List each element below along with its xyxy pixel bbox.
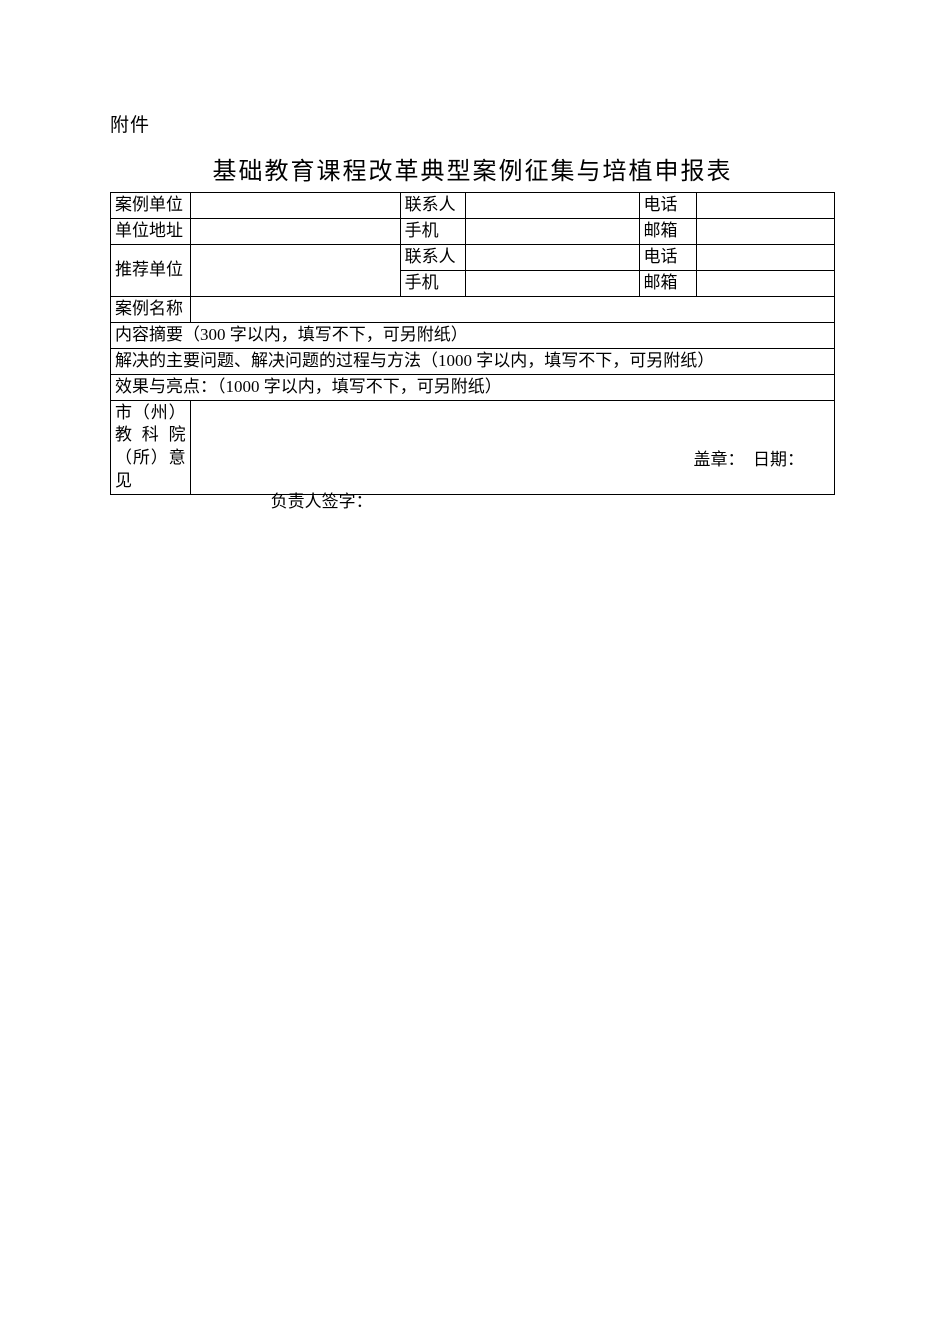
value-contact-1: [465, 193, 639, 219]
value-tel-1: [697, 193, 835, 219]
value-recommend-unit: [190, 244, 400, 296]
label-unit-address: 单位地址: [111, 218, 191, 244]
row-abstract: 内容摘要（300 字以内，填写不下，可另附纸）: [111, 322, 835, 348]
label-email-1: 邮箱: [639, 218, 697, 244]
section-problem: 解决的主要问题、解决问题的过程与方法（1000 字以内，填写不下，可另附纸）: [111, 348, 835, 374]
label-contact-1: 联系人: [400, 193, 465, 219]
label-email-2: 邮箱: [639, 270, 697, 296]
label-opinion: 市（州）教 科 院（所）意见: [111, 400, 191, 495]
opinion-body: 负责人签字： 盖章： 日期：: [190, 400, 834, 495]
application-form-table: 案例单位 联系人 电话 单位地址 手机 邮箱 推荐单位 联系人 电话 手机: [110, 192, 835, 495]
opinion-seal-label: 盖章：: [694, 450, 745, 469]
value-email-1: [697, 218, 835, 244]
label-mobile-2: 手机: [400, 270, 465, 296]
label-tel-2: 电话: [639, 244, 697, 270]
value-contact-2: [465, 244, 639, 270]
attachment-label: 附件: [110, 110, 835, 137]
section-abstract: 内容摘要（300 字以内，填写不下，可另附纸）: [111, 322, 835, 348]
row-highlights: 效果与亮点：（1000 字以内，填写不下，可另附纸）: [111, 374, 835, 400]
row-case-name: 案例名称: [111, 296, 835, 322]
label-case-unit: 案例单位: [111, 193, 191, 219]
section-highlights-label: 效果与亮点：（1000 字以内，填写不下，可另附纸）: [115, 377, 502, 396]
value-mobile-2: [465, 270, 639, 296]
row-opinion: 市（州）教 科 院（所）意见 负责人签字： 盖章： 日期：: [111, 400, 835, 495]
label-recommend-unit: 推荐单位: [111, 244, 191, 296]
opinion-seal-date: 盖章： 日期：: [694, 449, 805, 472]
section-abstract-label: 内容摘要（300 字以内，填写不下，可另附纸）: [115, 325, 468, 344]
section-problem-label: 解决的主要问题、解决问题的过程与方法（1000 字以内，填写不下，可另附纸）: [115, 351, 714, 370]
row-recommend-unit-1: 推荐单位 联系人 电话: [111, 244, 835, 270]
document-page: 附件 基础教育课程改革典型案例征集与培植申报表 案例单位 联系人 电话 单位地址…: [0, 0, 945, 555]
opinion-sign-label: 负责人签字：: [271, 491, 373, 514]
value-tel-2: [697, 244, 835, 270]
row-problem: 解决的主要问题、解决问题的过程与方法（1000 字以内，填写不下，可另附纸）: [111, 348, 835, 374]
label-case-name: 案例名称: [111, 296, 191, 322]
label-mobile-1: 手机: [400, 218, 465, 244]
row-unit-address: 单位地址 手机 邮箱: [111, 218, 835, 244]
row-case-unit: 案例单位 联系人 电话: [111, 193, 835, 219]
value-mobile-1: [465, 218, 639, 244]
opinion-date-label: 日期：: [753, 450, 804, 469]
section-highlights: 效果与亮点：（1000 字以内，填写不下，可另附纸）: [111, 374, 835, 400]
value-case-unit: [190, 193, 400, 219]
label-tel-1: 电话: [639, 193, 697, 219]
value-case-name: [190, 296, 834, 322]
value-email-2: [697, 270, 835, 296]
value-unit-address: [190, 218, 400, 244]
page-title: 基础教育课程改革典型案例征集与培植申报表: [110, 151, 835, 186]
label-contact-2: 联系人: [400, 244, 465, 270]
